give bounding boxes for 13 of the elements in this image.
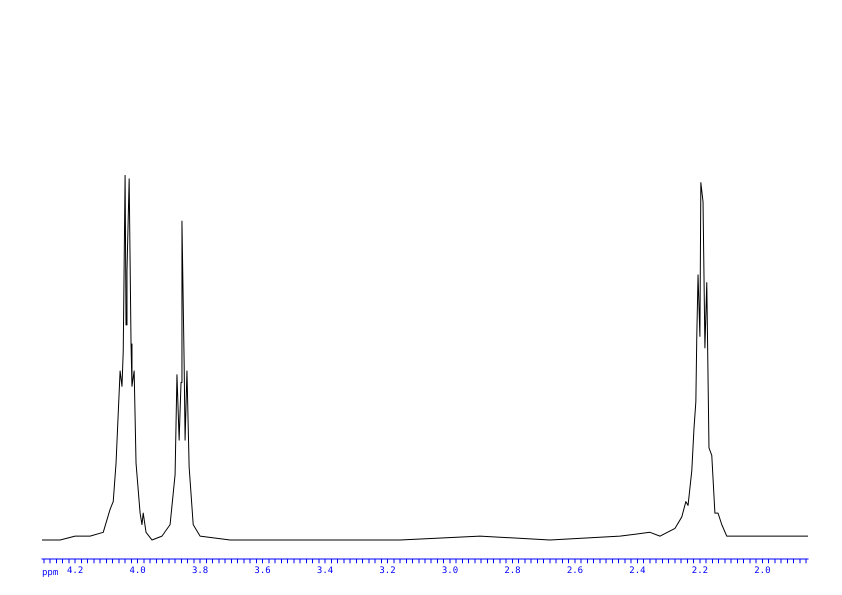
x-tick-label: 2.4 <box>629 566 646 576</box>
x-tick-label: 4.2 <box>66 566 84 576</box>
x-tick-label: 3.2 <box>379 566 396 576</box>
x-tick-label: 2.0 <box>754 566 771 576</box>
x-axis-title: ppm <box>42 568 58 578</box>
x-tick-label: 3.4 <box>316 566 334 576</box>
x-tick-label: 4.0 <box>129 566 146 576</box>
x-tick-label: 3.0 <box>442 566 458 576</box>
x-tick-label: 3.8 <box>192 566 208 576</box>
x-tick-label: 2.6 <box>566 566 584 576</box>
x-tick-label: 2.8 <box>504 566 521 576</box>
x-tick-label: 2.2 <box>692 566 708 576</box>
x-tick-label: 3.6 <box>254 566 271 576</box>
